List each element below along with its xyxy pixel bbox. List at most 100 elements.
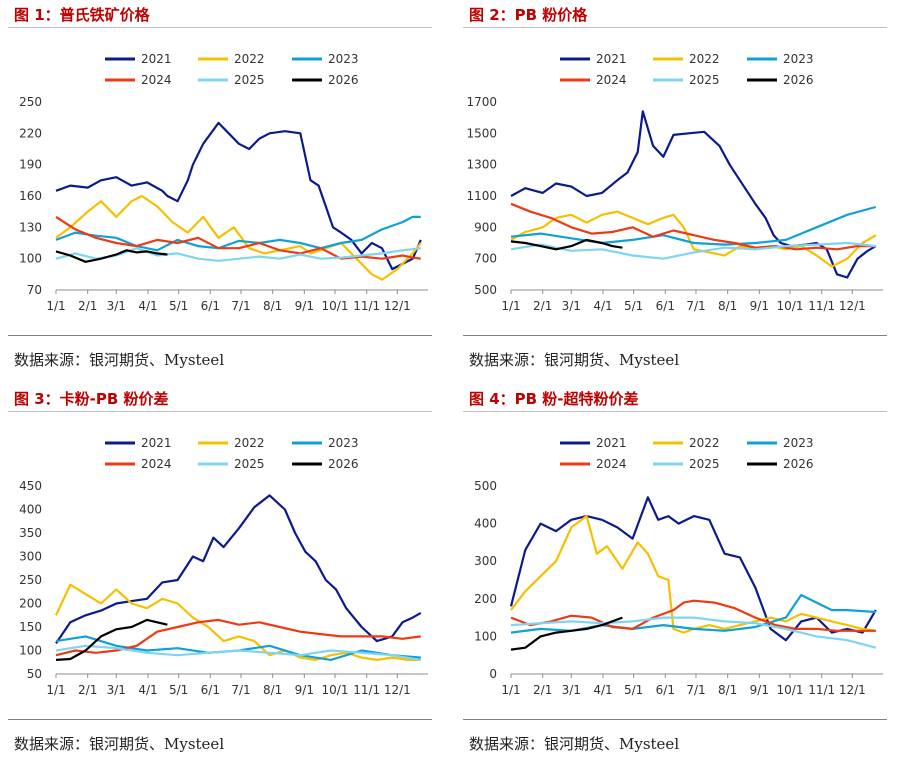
x-tick-label: 1/1 [46, 683, 65, 697]
x-tick-label: 5/1 [624, 299, 643, 313]
y-tick-label: 250 [19, 95, 42, 109]
y-tick-label: 200 [19, 597, 42, 611]
series-line-2022 [55, 583, 421, 661]
line-chart: 2021 2022 2023 2024 2025 2026 500 700 900 1100 130… [466, 52, 883, 313]
series-line-2021 [55, 494, 422, 645]
y-tick-label: 190 [19, 158, 42, 172]
line-chart: 2021 2022 2023 2024 2025 2026 50 100 150 200 250 30… [19, 436, 428, 697]
series-line-2026 [510, 238, 623, 251]
line-chart: 2021 2022 2023 2024 2025 2026 70 100 130 160 190 22… [19, 52, 428, 313]
legend-label-2026: 2026 [328, 73, 359, 87]
x-tick-label: 12/1 [839, 299, 866, 313]
y-tick-label: 700 [474, 252, 497, 266]
y-tick-label: 450 [19, 479, 42, 493]
title-divider [463, 27, 887, 28]
series-line-2026 [55, 618, 168, 661]
x-tick-label: 4/1 [593, 683, 612, 697]
bottom-divider [8, 335, 432, 336]
x-tick-label: 2/1 [78, 299, 97, 313]
y-tick-label: 150 [19, 620, 42, 634]
x-tick-label: 6/1 [201, 299, 220, 313]
legend-label-2022: 2022 [234, 52, 265, 66]
source-note: 数据来源：银河期货、Mysteel [469, 735, 680, 753]
x-tick-label: 2/1 [533, 299, 552, 313]
x-tick-label: 1/1 [501, 683, 520, 697]
legend-label-2026: 2026 [783, 73, 814, 87]
y-tick-label: 350 [19, 526, 42, 540]
bottom-divider [8, 719, 432, 720]
series-line-2025 [510, 241, 876, 260]
y-tick-label: 50 [27, 667, 42, 681]
y-tick-label: 300 [474, 554, 497, 568]
legend-label-2021: 2021 [596, 52, 627, 66]
x-tick-label: 4/1 [138, 683, 157, 697]
source-note: 数据来源：银河期货、Mysteel [14, 735, 225, 753]
x-tick-label: 5/1 [169, 299, 188, 313]
legend-label-2022: 2022 [689, 52, 720, 66]
x-tick-label: 2/1 [78, 683, 97, 697]
series-line-2025 [510, 616, 877, 649]
x-tick-label: 4/1 [593, 299, 612, 313]
x-tick-label: 8/1 [263, 683, 282, 697]
bottom-divider [463, 719, 887, 720]
legend-label-2024: 2024 [596, 73, 627, 87]
legend-label-2023: 2023 [783, 52, 814, 66]
legend-label-2021: 2021 [596, 436, 627, 450]
x-tick-label: 10/1 [777, 683, 804, 697]
y-tick-label: 300 [19, 550, 42, 564]
chart-title: 图 4：PB 粉-超特粉价差 [469, 390, 639, 408]
x-tick-label: 12/1 [384, 299, 411, 313]
y-tick-label: 900 [474, 220, 497, 234]
x-tick-label: 8/1 [718, 299, 737, 313]
x-tick-label: 11/1 [808, 683, 835, 697]
x-tick-label: 12/1 [839, 683, 866, 697]
series-line-2023 [55, 215, 421, 252]
x-tick-label: 10/1 [322, 683, 349, 697]
x-tick-label: 6/1 [656, 683, 675, 697]
series-line-2024 [55, 618, 421, 657]
y-tick-label: 100 [474, 629, 497, 643]
chart-panel-3: 图 3：卡粉-PB 粉价差 2021 2022 2023 2024 2025 2026 50… [0, 384, 440, 765]
legend-label-2025: 2025 [689, 73, 720, 87]
y-tick-label: 130 [19, 220, 42, 234]
x-tick-label: 11/1 [353, 299, 380, 313]
legend-label-2024: 2024 [141, 457, 172, 471]
series-line-2025 [55, 644, 421, 661]
legend-label-2025: 2025 [689, 457, 720, 471]
chart-panel-4: 图 4：PB 粉-超特粉价差 2021 2022 2023 2024 2025 2026 0… [455, 384, 895, 765]
x-tick-label: 12/1 [384, 683, 411, 697]
x-tick-label: 10/1 [322, 299, 349, 313]
series-line-2022 [510, 210, 877, 268]
x-tick-label: 8/1 [718, 683, 737, 697]
x-tick-label: 6/1 [201, 683, 220, 697]
series-line-2021 [55, 121, 422, 271]
x-tick-label: 3/1 [562, 299, 581, 313]
y-tick-label: 100 [19, 252, 42, 266]
x-tick-label: 7/1 [231, 683, 250, 697]
chart-title: 图 3：卡粉-PB 粉价差 [14, 390, 169, 408]
y-tick-label: 0 [489, 667, 497, 681]
title-divider [8, 411, 432, 412]
x-tick-label: 8/1 [263, 299, 282, 313]
y-tick-label: 200 [474, 592, 497, 606]
y-tick-label: 100 [19, 644, 42, 658]
chart-panel-1: 图 1：普氏铁矿价格 2021 2022 2023 2024 2025 2026 70 100… [0, 0, 440, 381]
y-tick-label: 70 [27, 283, 42, 297]
x-tick-label: 7/1 [231, 299, 250, 313]
legend-label-2026: 2026 [328, 457, 359, 471]
legend-label-2026: 2026 [783, 457, 814, 471]
y-tick-label: 1100 [466, 189, 497, 203]
bottom-divider [463, 335, 887, 336]
y-tick-label: 400 [474, 517, 497, 531]
x-tick-label: 9/1 [295, 299, 314, 313]
x-tick-label: 9/1 [295, 683, 314, 697]
x-tick-label: 4/1 [138, 299, 157, 313]
chart-title: 图 2：PB 粉价格 [469, 6, 588, 24]
title-divider [463, 411, 887, 412]
x-tick-label: 5/1 [624, 683, 643, 697]
x-tick-label: 5/1 [169, 683, 188, 697]
x-tick-label: 11/1 [808, 299, 835, 313]
chart-title: 图 1：普氏铁矿价格 [14, 6, 150, 24]
y-tick-label: 220 [19, 126, 42, 140]
source-note: 数据来源：银河期货、Mysteel [14, 351, 225, 369]
